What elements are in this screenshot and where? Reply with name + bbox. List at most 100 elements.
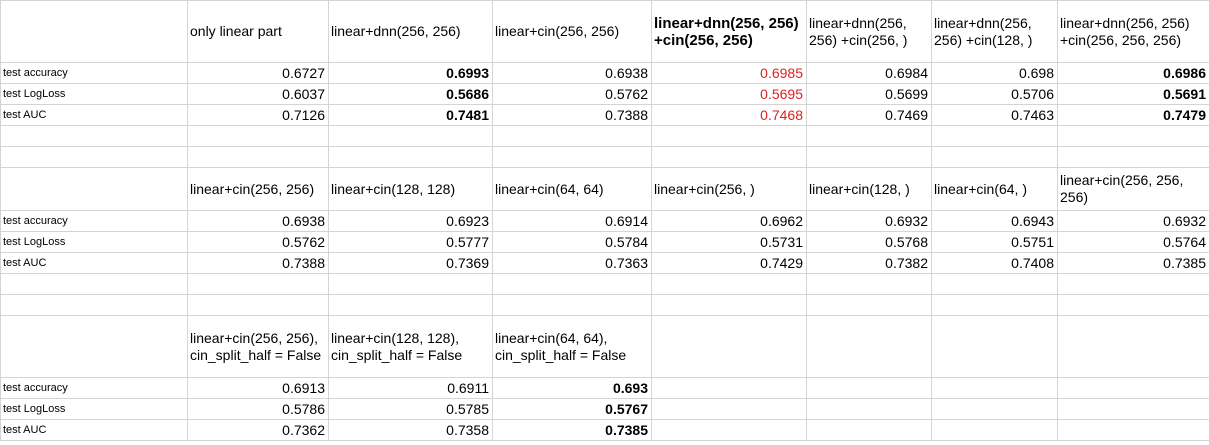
empty-cell[interactable] <box>187 146 329 168</box>
value-cell[interactable]: 0.7408 <box>931 252 1058 274</box>
value-cell[interactable] <box>806 377 932 399</box>
column-header-cell[interactable]: linear+dnn(256, 256) +cin(128, ) <box>931 0 1058 63</box>
value-cell[interactable]: 0.7469 <box>806 104 932 126</box>
empty-cell[interactable] <box>931 125 1058 147</box>
column-header-cell[interactable]: linear+cin(256, 256) <box>492 0 652 63</box>
column-header-cell[interactable]: only linear part <box>187 0 329 63</box>
empty-cell[interactable] <box>1057 125 1209 147</box>
value-cell[interactable]: 0.5764 <box>1057 231 1209 253</box>
value-cell[interactable]: 0.5751 <box>931 231 1058 253</box>
value-cell[interactable] <box>931 377 1058 399</box>
value-cell[interactable]: 0.5784 <box>492 231 652 253</box>
empty-cell[interactable] <box>0 315 188 378</box>
value-cell[interactable]: 0.6943 <box>931 210 1058 232</box>
value-cell[interactable] <box>651 377 807 399</box>
column-header-cell[interactable]: linear+cin(64, 64) <box>492 167 652 211</box>
value-cell[interactable]: 0.6986 <box>1057 62 1209 84</box>
value-cell[interactable]: 0.6727 <box>187 62 329 84</box>
value-cell[interactable]: 0.7388 <box>187 252 329 274</box>
value-cell[interactable]: 0.6037 <box>187 83 329 105</box>
empty-cell[interactable] <box>0 273 188 295</box>
empty-cell[interactable] <box>187 294 329 316</box>
column-header-cell[interactable]: linear+cin(64, 64), cin_split_half = Fal… <box>492 315 652 378</box>
column-header-cell[interactable]: linear+dnn(256, 256) +cin(256, 256, 256) <box>1057 0 1209 63</box>
empty-cell[interactable] <box>492 273 652 295</box>
column-header-cell[interactable]: linear+cin(128, 128), cin_split_half = F… <box>328 315 493 378</box>
column-header-cell[interactable]: linear+dnn(256, 256) +cin(256, 256) <box>651 0 807 63</box>
column-header-cell[interactable]: linear+cin(128, ) <box>806 167 932 211</box>
value-cell[interactable] <box>1057 377 1209 399</box>
empty-cell[interactable] <box>187 125 329 147</box>
value-cell[interactable]: 0.5686 <box>328 83 493 105</box>
empty-cell[interactable] <box>806 273 932 295</box>
value-cell[interactable]: 0.6914 <box>492 210 652 232</box>
column-header-cell[interactable]: linear+cin(256, 256, 256) <box>1057 167 1209 211</box>
empty-cell[interactable] <box>651 294 807 316</box>
value-cell[interactable]: 0.7388 <box>492 104 652 126</box>
value-cell[interactable] <box>651 398 807 420</box>
value-cell[interactable]: 0.6932 <box>806 210 932 232</box>
value-cell[interactable]: 0.7463 <box>931 104 1058 126</box>
value-cell[interactable] <box>806 398 932 420</box>
value-cell[interactable]: 0.7481 <box>328 104 493 126</box>
value-cell[interactable]: 0.6913 <box>187 377 329 399</box>
row-label-cell[interactable]: test accuracy <box>0 62 188 84</box>
value-cell[interactable]: 0.7362 <box>187 419 329 441</box>
empty-cell[interactable] <box>492 294 652 316</box>
empty-cell[interactable] <box>651 125 807 147</box>
value-cell[interactable]: 0.7382 <box>806 252 932 274</box>
value-cell[interactable] <box>651 419 807 441</box>
value-cell[interactable]: 0.5699 <box>806 83 932 105</box>
value-cell[interactable]: 0.7363 <box>492 252 652 274</box>
value-cell[interactable]: 0.5777 <box>328 231 493 253</box>
value-cell[interactable]: 0.6938 <box>492 62 652 84</box>
empty-cell[interactable] <box>328 146 493 168</box>
value-cell[interactable] <box>931 398 1058 420</box>
column-header-cell[interactable]: linear+cin(128, 128) <box>328 167 493 211</box>
value-cell[interactable]: 0.6911 <box>328 377 493 399</box>
empty-cell[interactable] <box>492 125 652 147</box>
row-label-cell[interactable]: test AUC <box>0 104 188 126</box>
empty-cell[interactable] <box>1057 146 1209 168</box>
value-cell[interactable]: 0.5695 <box>651 83 807 105</box>
empty-cell[interactable] <box>651 146 807 168</box>
empty-cell[interactable] <box>328 273 493 295</box>
empty-cell[interactable] <box>328 125 493 147</box>
empty-cell[interactable] <box>651 273 807 295</box>
value-cell[interactable] <box>1057 398 1209 420</box>
value-cell[interactable]: 0.7479 <box>1057 104 1209 126</box>
value-cell[interactable]: 0.693 <box>492 377 652 399</box>
column-header-cell[interactable] <box>931 315 1058 378</box>
value-cell[interactable]: 0.7429 <box>651 252 807 274</box>
value-cell[interactable]: 0.7468 <box>651 104 807 126</box>
empty-cell[interactable] <box>931 273 1058 295</box>
value-cell[interactable] <box>931 419 1058 441</box>
row-label-cell[interactable]: test LogLoss <box>0 231 188 253</box>
empty-cell[interactable] <box>328 294 493 316</box>
value-cell[interactable]: 0.6993 <box>328 62 493 84</box>
value-cell[interactable]: 0.5785 <box>328 398 493 420</box>
empty-cell[interactable] <box>492 146 652 168</box>
row-label-cell[interactable]: test LogLoss <box>0 83 188 105</box>
column-header-cell[interactable] <box>1057 315 1209 378</box>
empty-cell[interactable] <box>1057 294 1209 316</box>
value-cell[interactable]: 0.698 <box>931 62 1058 84</box>
empty-cell[interactable] <box>806 146 932 168</box>
value-cell[interactable]: 0.5786 <box>187 398 329 420</box>
value-cell[interactable]: 0.5767 <box>492 398 652 420</box>
value-cell[interactable]: 0.5768 <box>806 231 932 253</box>
value-cell[interactable]: 0.6923 <box>328 210 493 232</box>
row-label-cell[interactable]: test accuracy <box>0 210 188 232</box>
column-header-cell[interactable] <box>651 315 807 378</box>
value-cell[interactable]: 0.6985 <box>651 62 807 84</box>
value-cell[interactable]: 0.6962 <box>651 210 807 232</box>
empty-cell[interactable] <box>0 294 188 316</box>
column-header-cell[interactable]: linear+cin(64, ) <box>931 167 1058 211</box>
empty-cell[interactable] <box>806 125 932 147</box>
column-header-cell[interactable]: linear+cin(256, 256), cin_split_half = F… <box>187 315 329 378</box>
value-cell[interactable] <box>1057 419 1209 441</box>
value-cell[interactable]: 0.6932 <box>1057 210 1209 232</box>
value-cell[interactable]: 0.5762 <box>492 83 652 105</box>
empty-cell[interactable] <box>1057 273 1209 295</box>
column-header-cell[interactable]: linear+cin(256, ) <box>651 167 807 211</box>
